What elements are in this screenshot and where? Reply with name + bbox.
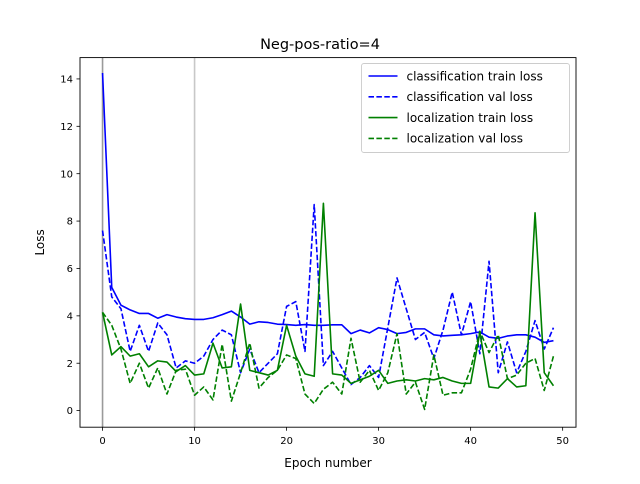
y-tick-label: 10 bbox=[60, 169, 73, 180]
y-axis-label: Loss bbox=[33, 229, 47, 255]
x-tick-label: 40 bbox=[464, 436, 477, 447]
legend-label-3: localization val loss bbox=[407, 132, 524, 146]
y-tick-label: 8 bbox=[67, 217, 73, 228]
y-tick-label: 2 bbox=[67, 359, 73, 370]
y-tick-label: 4 bbox=[67, 311, 73, 322]
y-tick-label: 14 bbox=[60, 75, 73, 86]
y-tick-label: 0 bbox=[67, 406, 73, 417]
x-tick-label: 10 bbox=[188, 436, 201, 447]
legend-label-1: classification val loss bbox=[407, 90, 533, 104]
y-tick-label: 12 bbox=[60, 122, 73, 133]
x-tick-label: 50 bbox=[556, 436, 569, 447]
x-tick-label: 0 bbox=[99, 436, 105, 447]
legend-label-0: classification train loss bbox=[407, 69, 543, 83]
x-axis-label: Epoch number bbox=[284, 456, 371, 470]
x-tick-label: 20 bbox=[280, 436, 293, 447]
legend-label-2: localization train loss bbox=[407, 111, 534, 125]
x-tick-label: 30 bbox=[372, 436, 385, 447]
chart-title: Neg-pos-ratio=4 bbox=[260, 37, 380, 53]
legend: classification train loss classification … bbox=[362, 64, 570, 153]
y-tick-label: 6 bbox=[67, 264, 73, 275]
